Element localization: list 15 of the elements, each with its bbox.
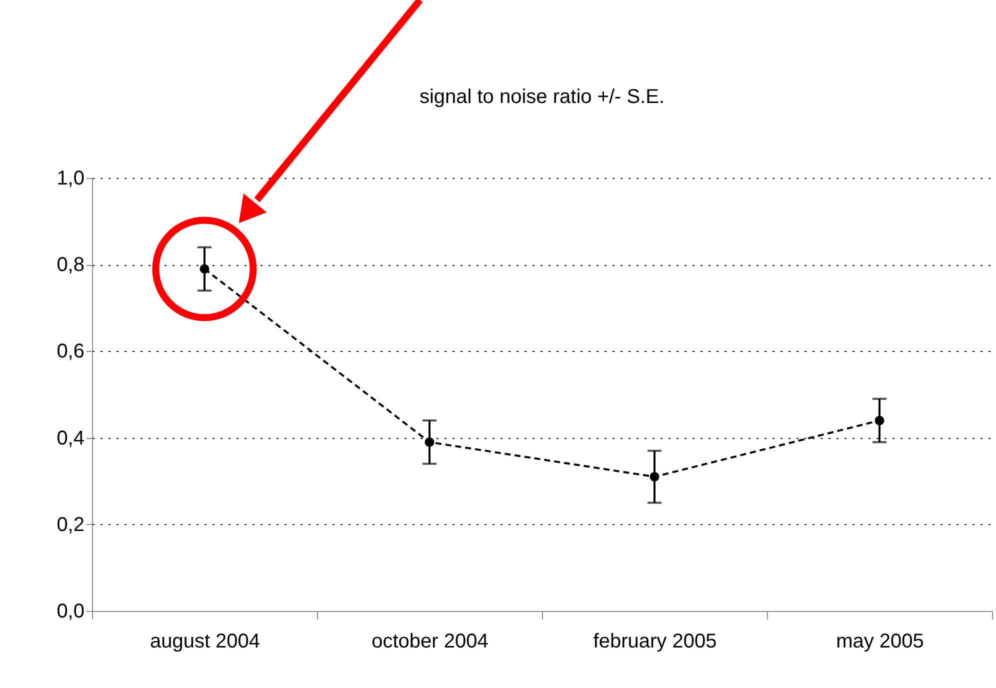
chart-title: signal to noise ratio +/- S.E.	[419, 86, 665, 108]
x-tick-label: february 2005	[593, 630, 717, 652]
point	[650, 472, 660, 482]
y-tick-label: 0,6	[56, 340, 84, 363]
y-tick-label: 0,4	[56, 427, 84, 450]
y-tick-label: 0,2	[56, 514, 84, 536]
y-tick-label: 1,0	[56, 168, 84, 190]
point	[424, 437, 434, 447]
x-tick-label: october 2004	[372, 630, 488, 652]
y-tick-label: 0,8	[56, 254, 84, 276]
x-tick-label: august 2004	[150, 630, 260, 652]
y-tick-label: 0,0	[56, 600, 84, 622]
point	[874, 416, 884, 426]
x-tick-label: may 2005	[836, 630, 924, 652]
point	[200, 264, 210, 274]
